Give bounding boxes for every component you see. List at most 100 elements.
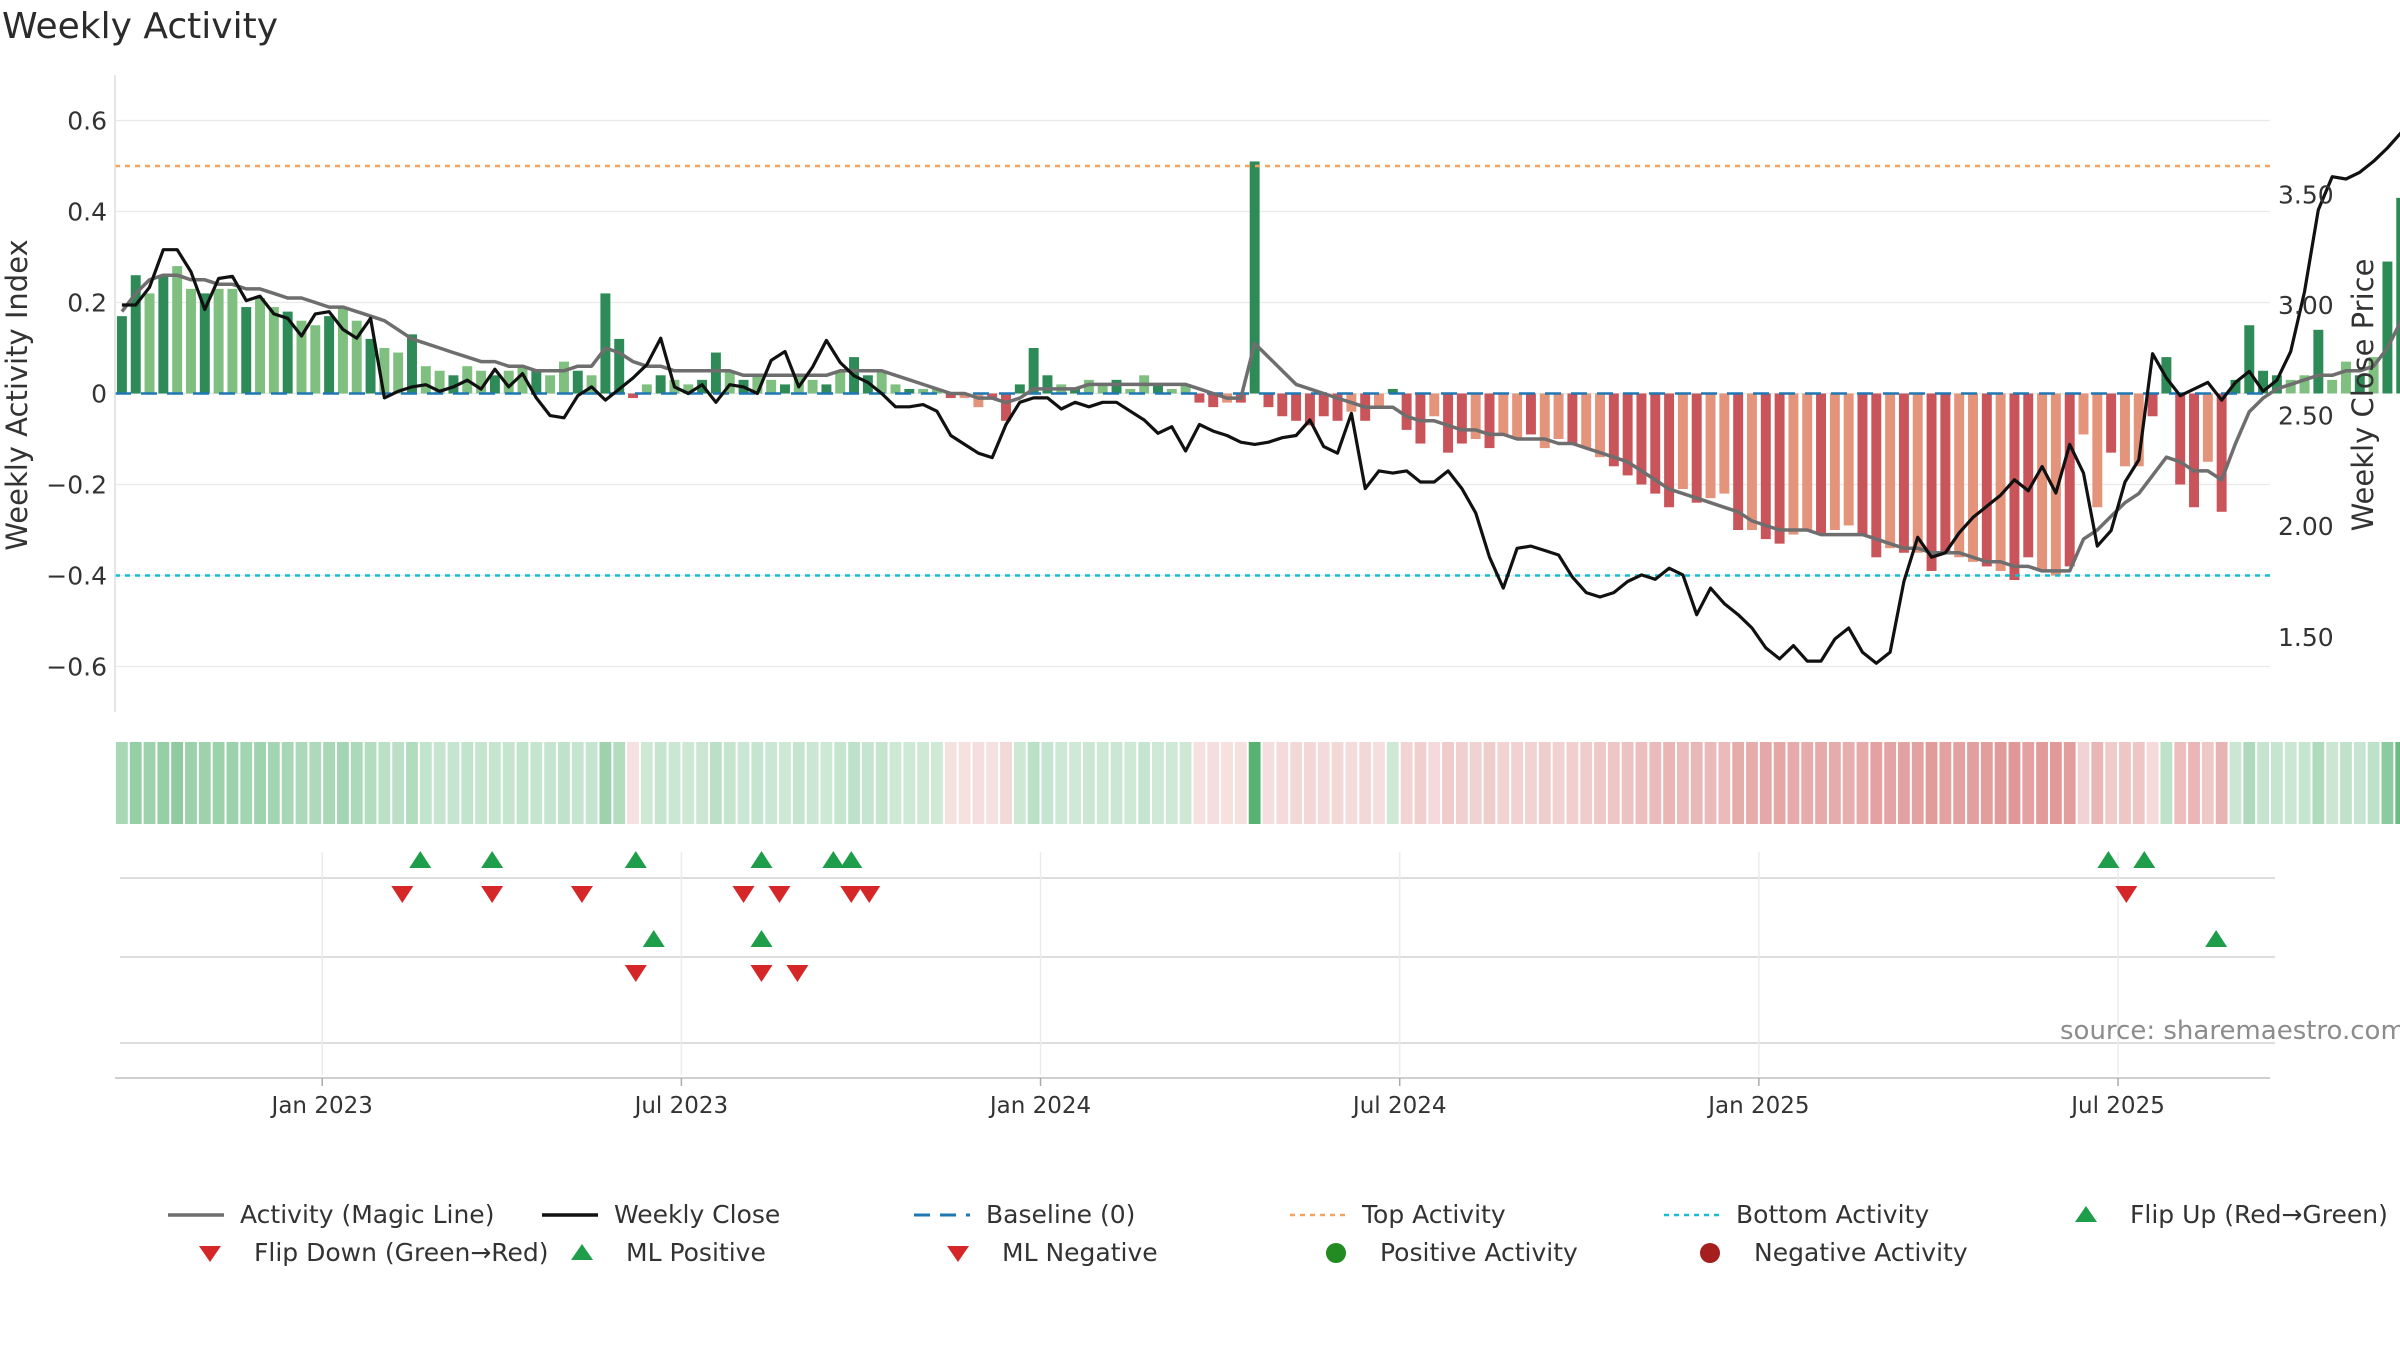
activity-bar	[683, 384, 694, 394]
flip-up-marker	[2133, 851, 2156, 868]
activity-bar	[1968, 393, 1978, 562]
heat-cell	[502, 742, 515, 824]
heat-cell	[1607, 742, 1620, 824]
heat-cell	[2312, 742, 2325, 824]
heat-cell	[2243, 742, 2256, 824]
heat-cell	[2395, 742, 2400, 824]
heat-cell	[820, 742, 833, 824]
heat-cell	[1455, 742, 1468, 824]
heat-cell	[1801, 742, 1814, 824]
activity-bar	[1374, 393, 1384, 408]
legend-label: Top Activity	[1362, 1200, 1506, 1229]
heat-cell	[1386, 742, 1399, 824]
activity-bar	[1042, 375, 1053, 394]
heat-cell	[392, 742, 405, 824]
activity-bar	[2285, 379, 2296, 394]
y-left-tick-label: −0.6	[46, 653, 107, 682]
heat-cell	[861, 742, 874, 824]
reference-lines	[115, 164, 2270, 577]
activity-bar	[600, 293, 611, 394]
legend-label: Weekly Close	[614, 1200, 781, 1229]
activity-bar	[2271, 375, 2282, 394]
legend-swatch	[571, 1243, 593, 1260]
legend-swatch	[168, 1212, 224, 1217]
legend-item: Top Activity	[1288, 1200, 1506, 1229]
activity-bar	[241, 307, 252, 394]
activity-bar	[2368, 357, 2379, 394]
heat-cell	[157, 742, 170, 824]
activity-bar	[752, 375, 763, 394]
activity-bar	[1664, 393, 1675, 508]
activity-bar	[918, 388, 929, 394]
activity-bar	[628, 393, 639, 399]
activity-bar	[1318, 393, 1329, 417]
activity-bar	[1001, 393, 1011, 421]
activity-bar	[489, 375, 500, 394]
heat-cell	[1497, 742, 1510, 824]
heat-cell	[1732, 742, 1745, 824]
activity-bar	[1498, 393, 1509, 435]
legend-item: Weekly Close	[540, 1200, 780, 1229]
activity-bar	[2258, 370, 2269, 394]
flip-down-marker	[768, 886, 791, 903]
heat-cell	[2146, 742, 2159, 824]
x-tick-label: Jan 2023	[270, 1093, 373, 1119]
activity-bar	[1263, 393, 1274, 408]
heat-cell	[1138, 742, 1151, 824]
activity-bar	[1705, 393, 1716, 499]
heat-cell	[378, 742, 391, 824]
activity-bar	[1650, 393, 1661, 494]
activity-bar	[931, 388, 942, 394]
activity-bar	[2119, 393, 2130, 467]
activity-bar	[2092, 393, 2103, 508]
activity-bar	[130, 275, 141, 394]
heat-cell	[198, 742, 211, 824]
heat-cell	[323, 742, 336, 824]
heat-cell	[1248, 742, 1261, 824]
heat-cell	[1359, 742, 1372, 824]
activity-bar	[1940, 393, 1951, 553]
activity-bar	[1802, 393, 1813, 530]
activity-bar	[158, 275, 169, 394]
activity-bar	[186, 288, 196, 394]
heat-cell	[1704, 742, 1717, 824]
y-right-tick-label: 3.50	[2278, 180, 2334, 209]
heat-cell	[1635, 742, 1648, 824]
activity-bar	[1774, 393, 1785, 544]
activity-bar	[365, 338, 376, 394]
activity-bar	[379, 348, 390, 394]
heat-cell	[2036, 742, 2048, 824]
activity-bar	[890, 384, 901, 394]
activity-bar	[766, 379, 777, 394]
heat-cell	[2188, 742, 2200, 824]
activity-bar	[1567, 393, 1578, 444]
heat-cell	[599, 742, 612, 824]
activity-bar	[876, 370, 887, 394]
ml-negative-marker	[750, 965, 773, 982]
heat-cell	[1262, 742, 1275, 824]
legend-item: ML Negative	[928, 1238, 1158, 1267]
activity-bar	[1677, 393, 1688, 490]
activity-bar	[1719, 393, 1730, 494]
heat-cell	[461, 742, 474, 824]
heat-cell	[116, 742, 128, 824]
heat-cell	[2132, 742, 2145, 824]
heat-cell	[1013, 742, 1026, 824]
heat-cell	[2340, 742, 2352, 824]
activity-bar	[2147, 393, 2158, 417]
heat-cell	[2257, 742, 2269, 824]
activity-bar	[1733, 393, 1744, 530]
heat-cell	[2326, 742, 2339, 824]
heat-cell	[1414, 742, 1427, 824]
series-lines	[120, 131, 2400, 665]
heat-cell	[406, 742, 418, 824]
activity-bar	[1512, 393, 1523, 439]
activity-bar	[1871, 393, 1882, 558]
activity-bar	[1760, 393, 1771, 540]
activity-bar	[351, 320, 362, 394]
heat-cell	[267, 742, 280, 824]
flip-up-marker	[822, 851, 845, 868]
activity-bar	[2396, 197, 2400, 394]
activity-bar	[199, 293, 210, 394]
activity-bar	[2216, 393, 2227, 512]
